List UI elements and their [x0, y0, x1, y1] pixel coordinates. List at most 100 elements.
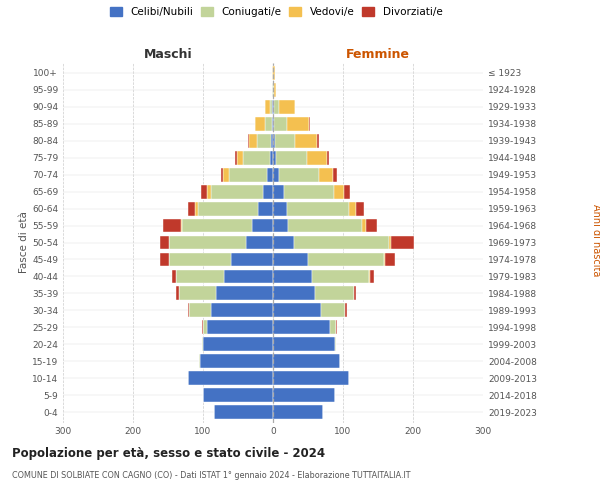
- Bar: [370, 270, 374, 283]
- Bar: [269, 100, 272, 114]
- Legend: Celibi/Nubili, Coniugati/e, Vedovi/e, Divorziati/e: Celibi/Nubili, Coniugati/e, Vedovi/e, Di…: [107, 5, 445, 20]
- Bar: [272, 116, 273, 130]
- Bar: [257, 134, 271, 147]
- Bar: [231, 252, 273, 266]
- Bar: [273, 320, 331, 334]
- Bar: [327, 150, 329, 164]
- Bar: [265, 116, 272, 130]
- Text: COMUNE DI SOLBIATE CON CAGNO (CO) - Dati ISTAT 1° gennaio 2024 - Elaborazione TU: COMUNE DI SOLBIATE CON CAGNO (CO) - Dati…: [12, 471, 410, 480]
- Bar: [334, 184, 344, 198]
- Bar: [276, 150, 307, 164]
- Bar: [176, 270, 224, 283]
- Bar: [307, 150, 327, 164]
- Bar: [273, 252, 308, 266]
- Bar: [366, 218, 377, 232]
- Bar: [273, 236, 294, 250]
- Bar: [268, 168, 273, 181]
- Bar: [188, 202, 196, 215]
- Bar: [335, 338, 336, 351]
- Bar: [391, 236, 414, 250]
- Bar: [278, 168, 319, 181]
- Text: Maschi: Maschi: [143, 48, 193, 61]
- Bar: [383, 252, 385, 266]
- Bar: [294, 236, 389, 250]
- Bar: [275, 134, 295, 147]
- Bar: [215, 286, 273, 300]
- Bar: [319, 168, 333, 181]
- Bar: [273, 338, 335, 351]
- Bar: [353, 286, 356, 300]
- Bar: [214, 406, 273, 419]
- Bar: [221, 168, 223, 181]
- Bar: [199, 354, 273, 368]
- Bar: [344, 184, 350, 198]
- Bar: [273, 116, 274, 130]
- Bar: [235, 150, 236, 164]
- Bar: [289, 218, 362, 232]
- Bar: [181, 218, 182, 232]
- Bar: [247, 236, 273, 250]
- Bar: [320, 304, 345, 318]
- Bar: [273, 406, 323, 419]
- Bar: [287, 202, 349, 215]
- Bar: [273, 100, 274, 114]
- Bar: [311, 270, 369, 283]
- Bar: [172, 270, 176, 283]
- Bar: [188, 372, 273, 386]
- Bar: [160, 252, 169, 266]
- Bar: [248, 134, 257, 147]
- Bar: [280, 100, 295, 114]
- Bar: [273, 372, 349, 386]
- Bar: [243, 150, 269, 164]
- Bar: [211, 184, 263, 198]
- Bar: [160, 236, 169, 250]
- Bar: [196, 202, 198, 215]
- Bar: [273, 354, 340, 368]
- Text: Femmine: Femmine: [346, 48, 410, 61]
- Bar: [274, 116, 287, 130]
- Bar: [273, 202, 287, 215]
- Bar: [188, 304, 189, 318]
- Bar: [176, 286, 179, 300]
- Bar: [273, 168, 278, 181]
- Bar: [389, 236, 391, 250]
- Text: Popolazione per età, sesso e stato civile - 2024: Popolazione per età, sesso e stato civil…: [12, 448, 325, 460]
- Bar: [224, 270, 273, 283]
- Bar: [265, 100, 269, 114]
- Bar: [211, 304, 273, 318]
- Bar: [223, 168, 229, 181]
- Bar: [236, 150, 243, 164]
- Bar: [356, 202, 364, 215]
- Bar: [257, 202, 273, 215]
- Bar: [203, 388, 273, 402]
- Bar: [284, 184, 334, 198]
- Bar: [271, 134, 273, 147]
- Bar: [315, 286, 353, 300]
- Bar: [202, 338, 203, 351]
- Bar: [349, 202, 356, 215]
- Bar: [198, 202, 257, 215]
- Bar: [273, 82, 274, 96]
- Bar: [229, 168, 268, 181]
- Bar: [308, 252, 383, 266]
- Bar: [273, 134, 275, 147]
- Bar: [263, 184, 273, 198]
- Bar: [369, 270, 370, 283]
- Bar: [273, 304, 320, 318]
- Bar: [163, 218, 181, 232]
- Bar: [272, 66, 273, 80]
- Bar: [317, 134, 319, 147]
- Bar: [179, 286, 215, 300]
- Bar: [182, 218, 252, 232]
- Bar: [331, 320, 336, 334]
- Bar: [202, 320, 203, 334]
- Bar: [273, 286, 315, 300]
- Bar: [274, 82, 276, 96]
- Bar: [274, 100, 280, 114]
- Text: Anni di nascita: Anni di nascita: [591, 204, 600, 276]
- Bar: [169, 252, 231, 266]
- Bar: [273, 184, 284, 198]
- Bar: [273, 218, 289, 232]
- Bar: [385, 252, 395, 266]
- Bar: [273, 66, 275, 80]
